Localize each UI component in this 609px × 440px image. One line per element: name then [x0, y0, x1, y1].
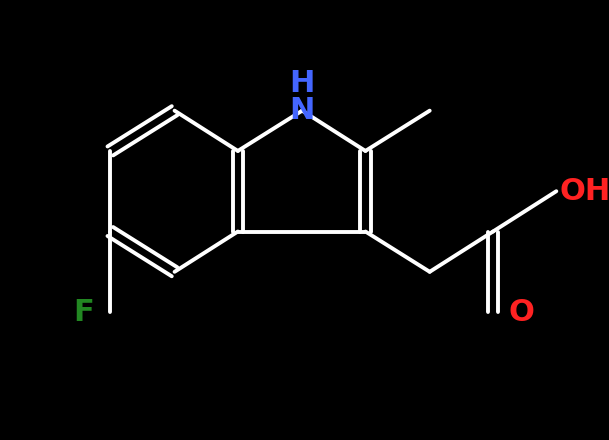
- Text: O: O: [509, 297, 535, 326]
- Text: N: N: [289, 96, 315, 125]
- Text: H: H: [289, 69, 315, 98]
- Text: OH: OH: [560, 177, 609, 206]
- Text: F: F: [73, 297, 94, 326]
